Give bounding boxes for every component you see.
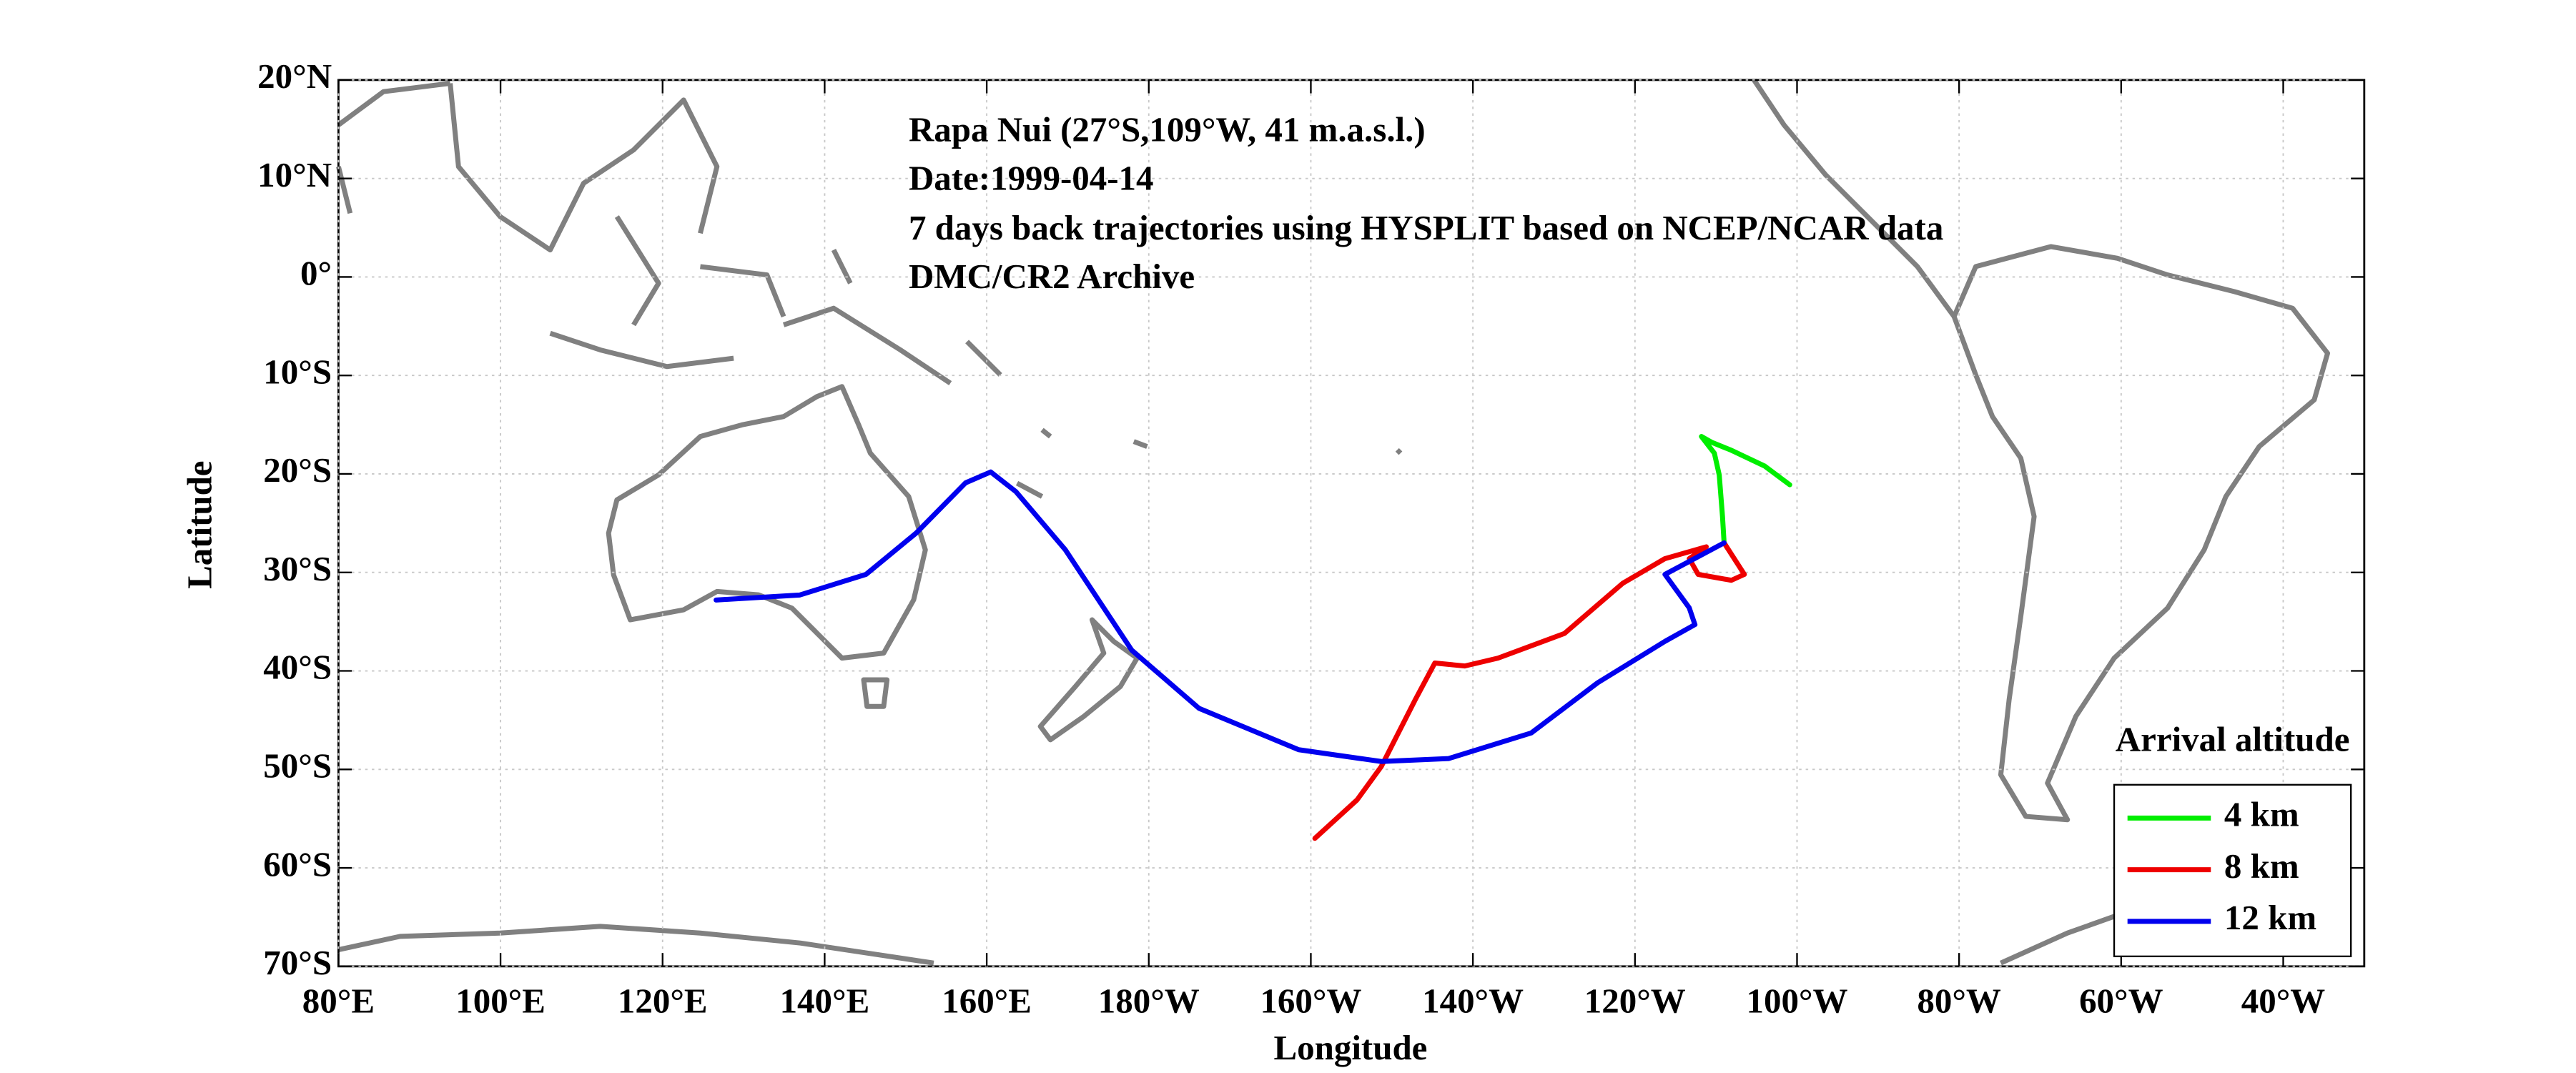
x-tick-label: 40°W: [2241, 981, 2326, 1021]
new-zealand: [1037, 617, 1140, 743]
y-tick-label: 30°S: [263, 549, 332, 588]
legend-label: 4 km: [2224, 795, 2299, 834]
x-tick-label: 60°W: [2079, 981, 2163, 1021]
y-tick-label: 20°N: [257, 56, 332, 96]
y-tick-label: 60°S: [263, 844, 332, 884]
legend-label: 8 km: [2224, 846, 2299, 886]
annotation: Rapa Nui (27°S,109°W, 41 m.a.s.l.): [909, 110, 1426, 149]
antarctica: [337, 924, 934, 966]
y-tick-label: 20°S: [263, 450, 332, 490]
x-tick-label: 100°W: [1746, 981, 1847, 1021]
trajectory-line: [714, 469, 1727, 764]
central-america: [1752, 78, 1956, 318]
indonesia: [549, 215, 952, 385]
x-tick-label: 160°W: [1260, 981, 1361, 1021]
y-tick-label: 10°S: [263, 352, 332, 391]
x-tick-label: 120°W: [1584, 981, 1686, 1021]
pacific-islands: [965, 340, 1403, 499]
legend-title: Arrival altitude: [2116, 720, 2350, 759]
australia: [606, 384, 928, 661]
x-tick-label: 140°E: [780, 981, 870, 1021]
trajectory-line: [1312, 540, 1747, 841]
x-tick-label: 100°E: [455, 981, 546, 1021]
x-tick-label: 160°E: [942, 981, 1032, 1021]
x-tick-label: 120°E: [618, 981, 708, 1021]
annotation: DMC/CR2 Archive: [909, 257, 1195, 296]
trajectory-line: [1699, 434, 1792, 545]
y-tick-label: 10°N: [257, 155, 332, 194]
tasmania: [861, 677, 890, 709]
trajectories: [714, 434, 1792, 841]
asia: [336, 81, 720, 253]
legend-label: 12 km: [2224, 898, 2316, 937]
y-tick-label: 50°S: [263, 746, 332, 786]
x-tick-label: 180°W: [1098, 981, 1200, 1021]
grid: [337, 79, 2364, 967]
y-tick-label: 40°S: [263, 648, 332, 687]
y-tick-label: 0°: [300, 254, 332, 293]
legend: Arrival altitude 4 km 8 km 12 km: [2113, 720, 2352, 958]
x-tick-label: 80°W: [1917, 981, 2001, 1021]
plot-frame: [337, 79, 2366, 968]
y-axis-label: Latitude: [180, 460, 219, 588]
annotation: Date:1999-04-14: [909, 158, 1154, 197]
y-tick-label: 70°S: [263, 943, 332, 982]
south-america: [1951, 244, 2331, 823]
annotation: 7 days back trajectories using HYSPLIT b…: [909, 208, 1943, 247]
x-tick-label: 80°E: [302, 981, 375, 1021]
x-tick-label: 140°W: [1422, 981, 1524, 1021]
x-axis-label: Longitude: [1273, 1028, 1427, 1067]
coastlines: [336, 78, 2331, 966]
ticks: 80°E 100°E 120°E 140°E 160°E 180°W 160°W 140°W 1…: [257, 56, 2364, 1021]
antarctic-peninsula: [2000, 914, 2116, 966]
